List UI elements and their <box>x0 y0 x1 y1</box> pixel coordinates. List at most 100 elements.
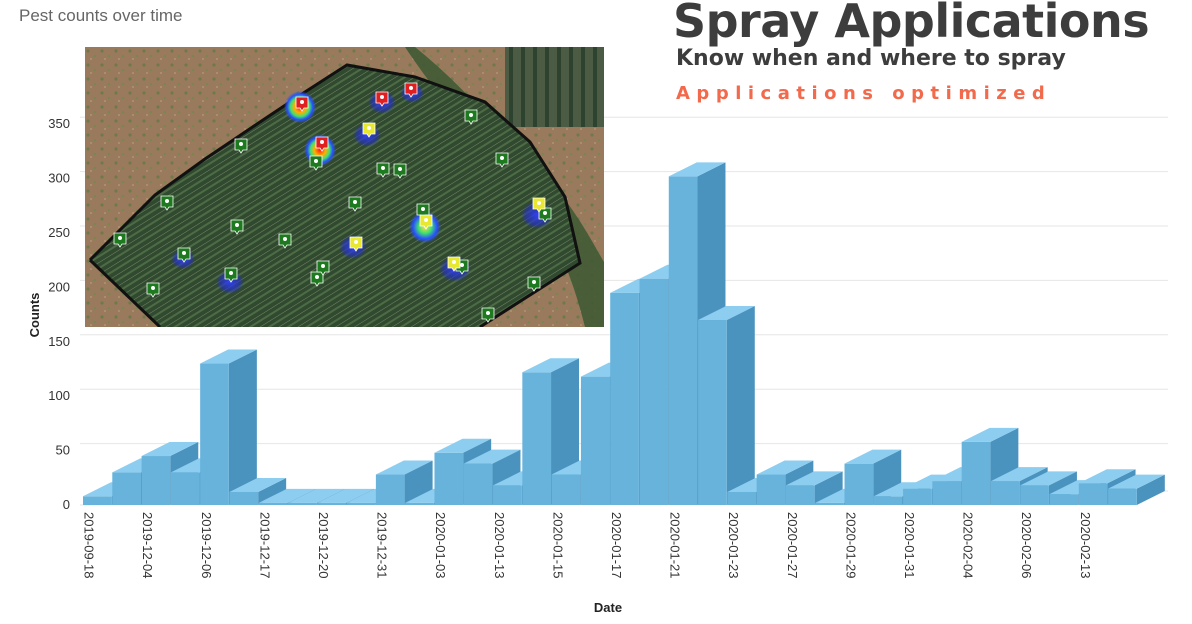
bar-side <box>814 471 843 505</box>
bar-front <box>1078 483 1108 505</box>
bar-front <box>610 292 639 505</box>
x-tick-label: 2020-01-21 <box>668 512 683 579</box>
bar <box>200 349 257 505</box>
bar-front <box>288 502 317 505</box>
x-tick-label: 2020-01-27 <box>785 512 800 579</box>
pest-trap-dot <box>151 286 155 290</box>
bar-front <box>580 376 610 505</box>
bar-top <box>1078 469 1136 484</box>
bar-front <box>815 502 844 505</box>
bar-top <box>317 488 375 503</box>
x-tick-label: 2020-01-03 <box>433 512 448 579</box>
pest-trap-dot <box>118 236 122 240</box>
pest-trap-dot <box>321 264 325 268</box>
bar-front <box>229 491 259 505</box>
bar-top <box>698 306 755 321</box>
bar-front <box>668 176 698 505</box>
pest-trap-dot <box>537 201 541 205</box>
x-tick-label: 2020-02-13 <box>1078 512 1093 579</box>
bar-top <box>463 449 521 464</box>
x-axis-label: Date <box>594 600 622 615</box>
bar-front <box>551 474 581 505</box>
bar-top <box>1020 471 1077 486</box>
x-tick-label: 2020-01-31 <box>902 512 917 579</box>
pest-trap-dot <box>182 251 186 255</box>
x-tick-label: 2019-12-04 <box>140 512 155 579</box>
bar-front <box>141 456 171 505</box>
bar-front <box>1108 488 1137 505</box>
y-tick-label: 350 <box>48 116 70 131</box>
bar-front <box>639 278 669 505</box>
bar-front <box>727 491 757 505</box>
pest-trap-dot <box>469 113 473 117</box>
pest-trap-dot <box>452 260 456 264</box>
bar-front <box>83 496 112 505</box>
bar-side <box>726 306 755 505</box>
x-tick-label: 2020-01-23 <box>726 512 741 579</box>
x-tick-label: 2020-01-13 <box>492 512 507 579</box>
bar-front <box>903 488 932 505</box>
promo-subtitle: Know when and where to spray <box>676 46 1066 71</box>
bar-top <box>785 471 843 486</box>
pest-trap-dot <box>367 126 371 130</box>
pest-trap-dot <box>500 156 504 160</box>
pest-trap-dot <box>235 223 239 227</box>
pest-trap-dot <box>354 240 358 244</box>
bar-top <box>288 488 345 503</box>
pest-trap-dot <box>380 95 384 99</box>
x-tick-label: 2019-12-17 <box>257 512 272 579</box>
bar-top <box>961 427 1019 442</box>
y-tick-label: 150 <box>48 334 70 349</box>
pest-trap-dot <box>543 211 547 215</box>
bar-front <box>112 472 141 505</box>
bar <box>785 471 843 505</box>
pest-trap-dot <box>315 275 319 279</box>
x-tick-label: 2019-12-06 <box>199 512 214 579</box>
y-tick-label: 100 <box>48 388 70 403</box>
x-tick-label: 2020-02-06 <box>1019 512 1034 579</box>
x-tick-label: 2020-01-15 <box>550 512 565 579</box>
y-tick-label: 250 <box>48 225 70 240</box>
farm-map-image <box>85 47 604 327</box>
pest-trap-dot <box>409 86 413 90</box>
bar-front <box>522 372 552 505</box>
bar-top <box>200 349 257 364</box>
bar-front <box>785 485 815 505</box>
bar-side <box>1136 474 1165 505</box>
bar-front <box>990 481 1020 505</box>
bar-top <box>990 467 1048 482</box>
x-axis-ticks: 2019-09-18 2019-12-04 2019-12-06 2019-12-17… <box>82 512 1093 579</box>
pest-trap-dot <box>460 263 464 267</box>
bar-front <box>434 452 464 505</box>
bar-front <box>317 502 347 505</box>
bar-side <box>228 349 257 505</box>
bar-top <box>229 477 287 492</box>
x-tick-label: 2019-12-31 <box>375 512 390 579</box>
promo-tagline: Applications optimized <box>676 83 1052 104</box>
pest-trap-dot <box>314 159 318 163</box>
pest-trap-dot <box>424 218 428 222</box>
pest-trap-dot <box>381 166 385 170</box>
bar-top <box>375 460 433 475</box>
y-tick-label: 50 <box>56 443 70 458</box>
pest-trap-dot <box>165 199 169 203</box>
bar <box>1108 474 1165 505</box>
pest-trap-dot <box>320 140 324 144</box>
bar-front <box>170 472 200 505</box>
bar-front <box>698 320 727 505</box>
y-axis-label: Counts <box>27 293 42 338</box>
bar-front <box>375 474 405 505</box>
pest-trap-dot <box>421 207 425 211</box>
bar-front <box>1020 485 1049 505</box>
bar-front <box>463 463 493 505</box>
bar-front <box>405 502 434 505</box>
bar-front <box>932 481 962 505</box>
pest-trap-dot <box>239 142 243 146</box>
pest-trap-dot <box>353 200 357 204</box>
bar-front <box>873 496 903 505</box>
bar-front <box>961 441 991 505</box>
y-tick-label: 300 <box>48 171 70 186</box>
chart-title: Pest counts over time <box>19 6 183 25</box>
pest-trap-dot <box>532 280 536 284</box>
